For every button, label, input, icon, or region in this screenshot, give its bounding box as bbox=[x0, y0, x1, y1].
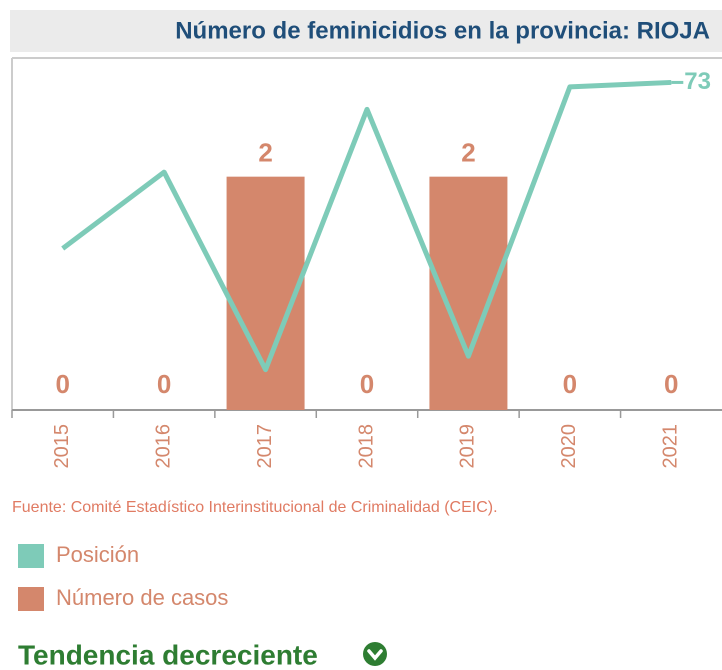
x-tick-label: 2019 bbox=[457, 424, 479, 469]
x-tick-label: 2016 bbox=[152, 424, 174, 469]
x-tick-label: 2017 bbox=[254, 424, 276, 469]
line bbox=[61, 79, 672, 373]
legend-swatch bbox=[18, 587, 44, 611]
bar-value-label: 0 bbox=[664, 369, 678, 399]
bar-value-label: 0 bbox=[360, 369, 374, 399]
bar-value-label: 0 bbox=[563, 369, 577, 399]
title-bar bbox=[10, 10, 722, 52]
trend-annotation: Tendencia decreciente bbox=[18, 639, 318, 670]
legend-label: Número de casos bbox=[56, 585, 228, 610]
x-tick-label: 2021 bbox=[660, 424, 682, 469]
source-note: Fuente: Comité Estadístico Interinstituc… bbox=[12, 499, 498, 516]
trend-icon bbox=[363, 642, 387, 666]
bar-value-label: 0 bbox=[157, 369, 171, 399]
x-tick-label: 2018 bbox=[355, 424, 377, 469]
x-tick-label: 2020 bbox=[558, 424, 580, 469]
bar-value-label: 0 bbox=[55, 369, 69, 399]
legend-swatch bbox=[18, 544, 44, 568]
line-value-label: 73 bbox=[684, 68, 711, 95]
legend-label: Posición bbox=[56, 542, 139, 567]
x-tick-label: 2015 bbox=[51, 424, 73, 469]
bar-value-label: 2 bbox=[461, 138, 475, 168]
chart-title: Número de feminicidios en la provincia: … bbox=[175, 17, 710, 44]
bar-value-label: 2 bbox=[258, 138, 272, 168]
